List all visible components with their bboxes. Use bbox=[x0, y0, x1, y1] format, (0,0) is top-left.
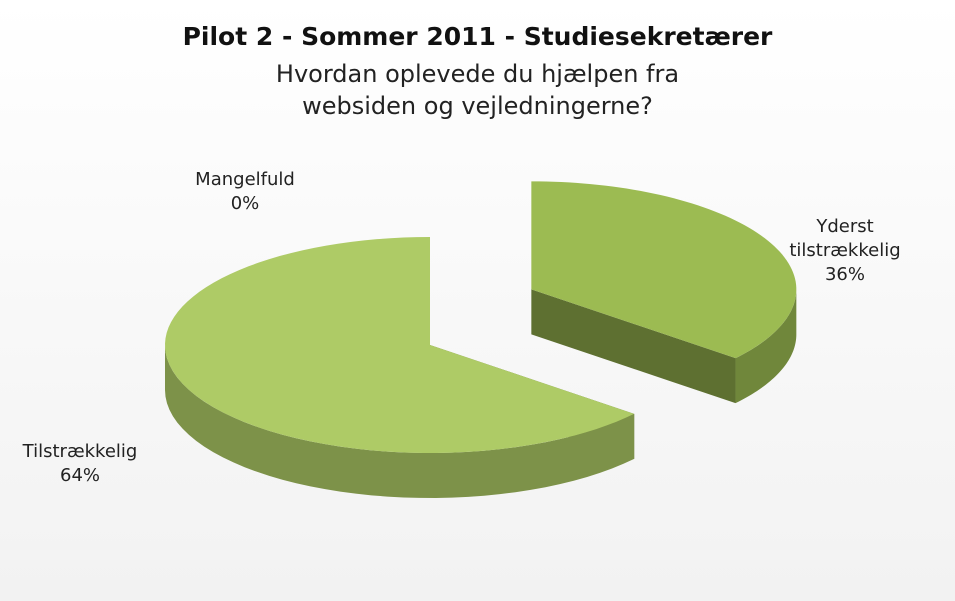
value-label: 36% bbox=[824, 264, 865, 285]
slice-label: Tilstrækkelig 64% bbox=[23, 440, 138, 488]
slice-wall bbox=[165, 345, 635, 498]
pie-slice bbox=[165, 237, 635, 498]
slice-top bbox=[531, 181, 797, 359]
category-label: Mangelfuld bbox=[195, 169, 295, 190]
value-label: 0% bbox=[230, 193, 260, 214]
chart-title: Pilot 2 - Sommer 2011 - Studiesekretærer bbox=[182, 22, 773, 51]
slice-top bbox=[165, 237, 635, 453]
pie-slice bbox=[531, 181, 797, 404]
category-label: Yderst tilstrækkelig bbox=[789, 216, 901, 261]
chart-subtitle: Hvordan oplevede du hjælpen fra websiden… bbox=[275, 60, 680, 120]
slice-label: Yderst tilstrækkelig 36% bbox=[789, 215, 900, 287]
category-label: Tilstrækkelig bbox=[22, 441, 138, 462]
value-label: 64% bbox=[59, 465, 101, 486]
slice-face bbox=[531, 289, 736, 404]
slice-wall bbox=[735, 289, 797, 404]
slice-label: Mangelfuld 0% bbox=[195, 168, 295, 216]
